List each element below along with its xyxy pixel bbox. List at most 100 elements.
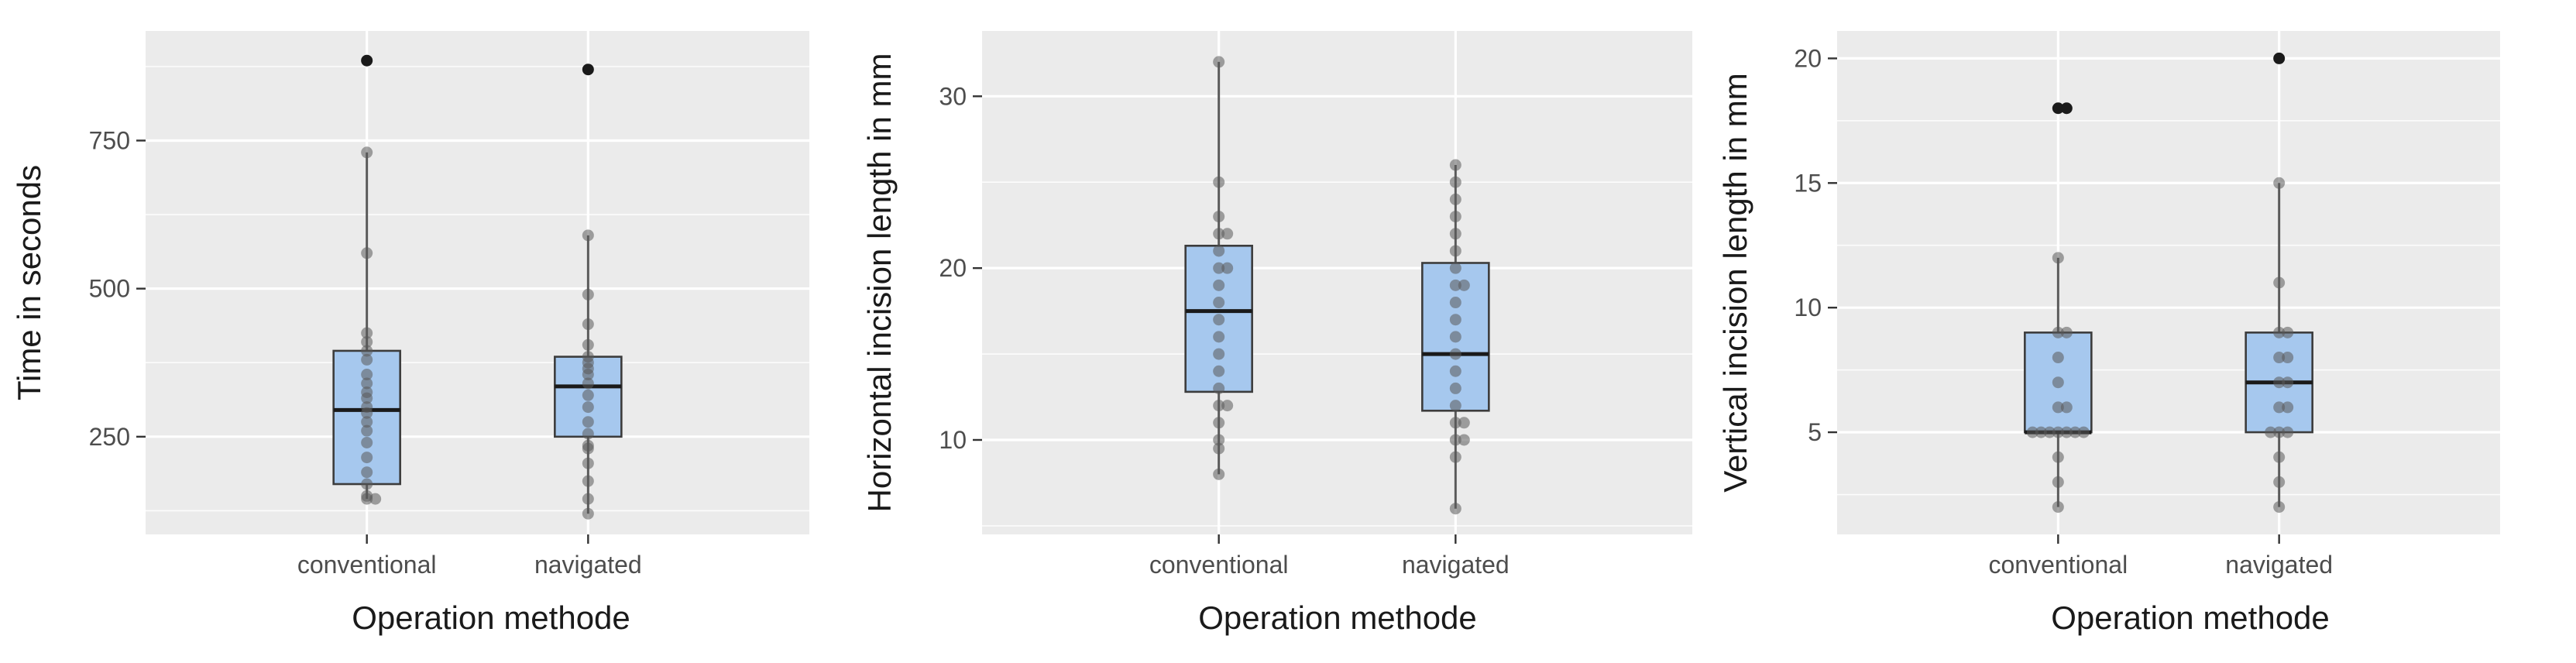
observation-point: [582, 439, 594, 452]
observation-point: [2052, 352, 2064, 364]
box-conventional: [2024, 102, 2093, 514]
chart-panel-1: 250 500 750 conventional navigated Operation …: [11, 31, 809, 636]
x-tick-label-navigated: navigated: [1402, 551, 1510, 579]
box-navigated: [554, 64, 623, 520]
outlier-point: [582, 64, 594, 76]
observation-point: [582, 389, 594, 401]
observation-point: [361, 369, 373, 381]
panel-background: [146, 31, 809, 534]
observation-point: [582, 457, 594, 469]
observation-point: [2273, 352, 2286, 364]
observation-point: [2060, 401, 2073, 414]
x-tick-label-navigated: navigated: [2225, 551, 2333, 579]
observation-point: [2060, 326, 2073, 338]
observation-point: [1213, 314, 1225, 326]
observation-point: [361, 377, 373, 390]
y-axis-title: Time in seconds: [11, 165, 47, 400]
observation-point: [1449, 279, 1461, 291]
observation-point: [2035, 426, 2047, 438]
observation-point: [2282, 426, 2294, 438]
observation-point: [1213, 56, 1225, 68]
observation-point: [1449, 159, 1461, 171]
observation-point: [1213, 400, 1225, 412]
observation-point: [582, 338, 594, 351]
observation-point: [2282, 352, 2294, 364]
y-tick-label: 30: [939, 82, 967, 110]
observation-point: [1221, 262, 1234, 274]
x-tick-label-conventional: conventional: [1988, 551, 2128, 579]
observation-point: [1213, 228, 1225, 240]
box-navigated: [1421, 159, 1490, 515]
observation-point: [2052, 451, 2064, 463]
panel-background: [1837, 31, 2500, 534]
observation-point: [2052, 326, 2064, 338]
observation-point: [1213, 417, 1225, 429]
observation-point: [1449, 451, 1461, 463]
observation-point: [2043, 426, 2056, 438]
observation-point: [1449, 262, 1461, 274]
observation-point: [2273, 426, 2286, 438]
observation-point: [1449, 503, 1461, 515]
y-axis-title: Vertical incision length in mm: [1717, 73, 1753, 493]
observation-point: [1213, 365, 1225, 377]
outlier-point: [361, 54, 373, 67]
x-axis-title: Operation methode: [1198, 599, 1477, 636]
outlier-point: [2060, 102, 2073, 115]
observation-point: [361, 436, 373, 448]
observation-point: [361, 146, 373, 159]
observation-point: [2273, 451, 2286, 463]
observation-point: [582, 351, 594, 363]
observation-point: [361, 401, 373, 414]
observation-point: [361, 466, 373, 479]
y-axis-title: Horizontal incision length in mm: [861, 53, 898, 513]
y-tick-label: 250: [89, 423, 130, 451]
observation-point: [1213, 331, 1225, 343]
box-navigated: [2245, 52, 2313, 514]
y-tick-label: 15: [1794, 169, 1822, 197]
observation-point: [1213, 211, 1225, 223]
observation-point: [1449, 417, 1461, 429]
observation-point: [582, 507, 594, 520]
outlier-point: [2273, 52, 2286, 64]
observation-point: [1213, 382, 1225, 394]
observation-point: [361, 452, 373, 464]
observation-point: [2282, 376, 2294, 389]
observation-point: [2052, 426, 2064, 438]
x-tick-label-conventional: conventional: [297, 551, 437, 579]
observation-point: [2282, 326, 2294, 338]
observation-point: [1213, 297, 1225, 309]
observation-point: [582, 428, 594, 440]
observation-point: [1213, 442, 1225, 455]
observation-point: [2273, 476, 2286, 488]
observation-point: [2273, 501, 2286, 514]
observation-point: [2273, 401, 2286, 414]
observation-point: [2052, 401, 2064, 414]
observation-point: [1449, 211, 1461, 223]
box-conventional: [1184, 56, 1253, 480]
observation-point: [2026, 426, 2038, 438]
observation-point: [361, 247, 373, 259]
observation-point: [361, 386, 373, 398]
observation-point: [1458, 417, 1470, 429]
chart-panel-3: 5 10 15 20 conventional navigated Operation me…: [1717, 31, 2500, 636]
observation-point: [2273, 277, 2286, 289]
observation-point: [582, 229, 594, 242]
observation-point: [1213, 468, 1225, 480]
observation-point: [2052, 476, 2064, 488]
observation-point: [2060, 426, 2073, 438]
observation-point: [2273, 376, 2286, 389]
observation-point: [1221, 400, 1234, 412]
observation-point: [2265, 426, 2277, 438]
y-tick-label: 10: [939, 426, 967, 454]
observation-point: [361, 335, 373, 348]
y-tick-label: 500: [89, 275, 130, 303]
panel-background: [982, 31, 1692, 534]
observation-point: [2052, 501, 2064, 514]
observation-point: [582, 475, 594, 487]
observation-point: [361, 478, 373, 490]
observation-point: [1213, 245, 1225, 257]
observation-point: [2273, 177, 2286, 189]
observation-point: [1213, 348, 1225, 360]
observation-point: [1458, 434, 1470, 446]
